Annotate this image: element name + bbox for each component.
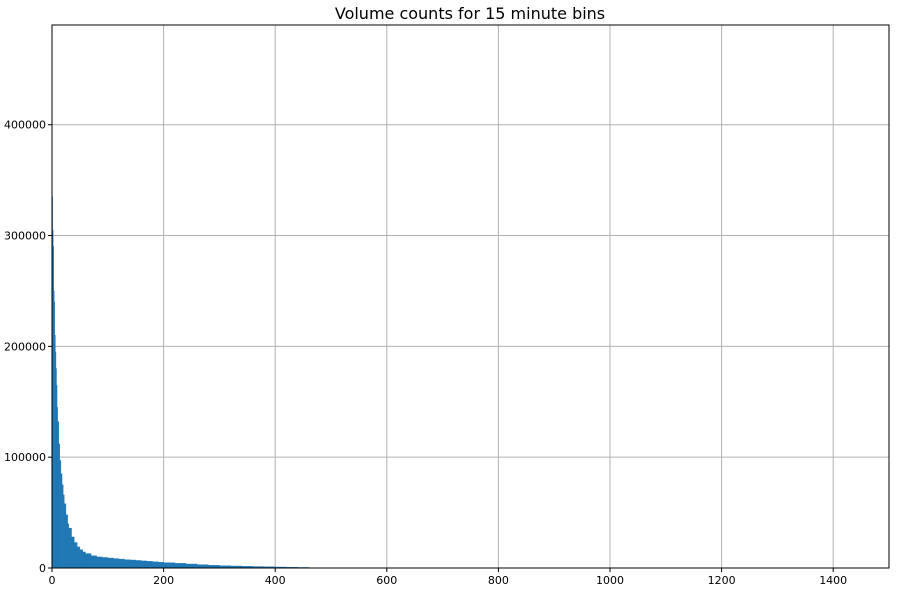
y-tick-label: 200000	[4, 340, 46, 353]
histogram-bar	[74, 543, 77, 568]
x-tick-label: 1000	[596, 574, 624, 587]
histogram-bar	[77, 547, 80, 568]
histogram-bar	[85, 554, 91, 568]
histogram-bar	[125, 560, 131, 568]
histogram-bar	[102, 557, 108, 568]
x-tick-label: 1200	[708, 574, 736, 587]
y-tick-label: 100000	[4, 451, 46, 464]
histogram-bar	[97, 557, 103, 568]
histogram-bar	[69, 528, 72, 568]
histogram-bar	[108, 558, 114, 568]
histogram-bar	[91, 556, 97, 568]
histogram-bar	[141, 561, 147, 568]
x-axis-ticks: 0 200 400 600 800 1000 1200 1400	[49, 568, 848, 587]
y-axis-ticks: 0 100000 200000 300000 400000	[4, 119, 52, 575]
y-tick-label: 0	[39, 562, 46, 575]
grid-lines	[52, 25, 889, 568]
histogram-bar	[83, 552, 86, 568]
y-tick-label: 300000	[4, 230, 46, 243]
chart-title: Volume counts for 15 minute bins	[335, 4, 605, 23]
histogram-bar	[186, 564, 197, 568]
x-tick-label: 1400	[819, 574, 847, 587]
histogram-bar	[66, 515, 68, 568]
histogram-bar	[158, 562, 164, 568]
histogram-bar	[119, 559, 125, 568]
x-tick-label: 800	[488, 574, 509, 587]
histogram-bar	[164, 563, 175, 568]
histogram-bar	[147, 561, 153, 568]
plot-frame	[52, 25, 889, 568]
histogram-bar	[64, 504, 66, 568]
y-tick-label: 400000	[4, 119, 46, 132]
histogram-bar	[152, 562, 158, 568]
histogram-bar	[72, 537, 75, 568]
x-tick-label: 600	[376, 574, 397, 587]
histogram-bar	[136, 560, 142, 568]
histogram-bar	[113, 559, 119, 568]
histogram-bars	[52, 197, 309, 568]
x-tick-label: 400	[265, 574, 286, 587]
x-tick-label: 0	[49, 574, 56, 587]
histogram-bar	[80, 550, 83, 568]
histogram-bar	[130, 560, 136, 568]
histogram-bar	[175, 563, 186, 568]
x-tick-label: 200	[153, 574, 174, 587]
